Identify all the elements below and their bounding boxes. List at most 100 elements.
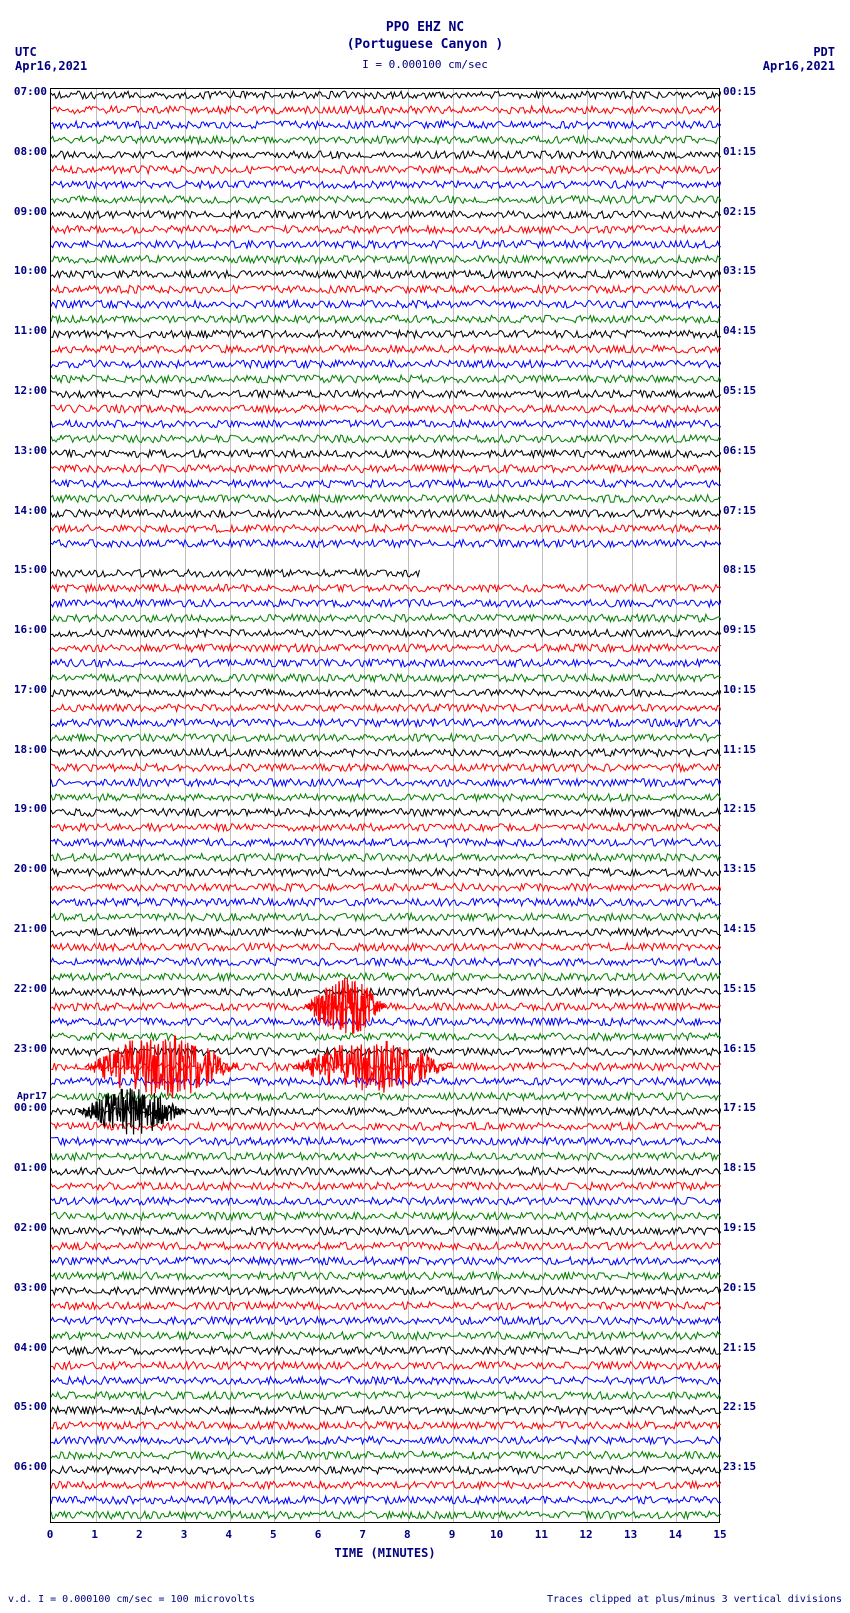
seismic-trace — [51, 1212, 721, 1220]
time-label-pdt: 21:15 — [723, 1341, 767, 1354]
seismic-trace — [51, 1437, 721, 1445]
seismic-trace — [51, 839, 721, 847]
seismic-trace — [51, 719, 721, 727]
seismic-trace — [51, 854, 721, 862]
seismic-trace — [51, 420, 721, 428]
time-label-utc: 16:00 — [3, 623, 47, 636]
seismic-trace — [51, 1362, 721, 1370]
time-label-utc: 04:00 — [3, 1341, 47, 1354]
seismic-trace — [51, 958, 721, 966]
x-axis-label: TIME (MINUTES) — [50, 1546, 720, 1560]
seismic-trace — [51, 435, 721, 443]
seismic-trace — [51, 824, 721, 832]
time-label-pdt: 01:15 — [723, 145, 767, 158]
seismic-event — [85, 1036, 239, 1099]
time-label-pdt: 20:15 — [723, 1281, 767, 1294]
trace-row: 08:0001:15 — [51, 151, 719, 161]
trace-row: 07:0000:15 — [51, 91, 719, 101]
seismic-trace — [51, 360, 721, 368]
time-label-pdt: 13:15 — [723, 862, 767, 875]
scale-note: I = 0.000100 cm/sec — [0, 58, 850, 72]
seismic-trace — [51, 241, 721, 249]
timezone-left: UTC Apr16,2021 — [15, 45, 87, 73]
seismic-trace — [51, 943, 721, 951]
seismogram-plot: 07:0000:15 08:0001:15 09:0002:15 10:0003:15… — [50, 88, 720, 1523]
tz-right-date: Apr16,2021 — [763, 59, 835, 73]
time-label-pdt: 05:15 — [723, 384, 767, 397]
x-tick: 0 — [47, 1528, 54, 1541]
day-break-label: Apr17 — [3, 1091, 47, 1102]
seismic-trace — [51, 1138, 721, 1146]
seismic-trace — [51, 226, 721, 234]
seismic-trace — [51, 973, 721, 981]
seismic-trace — [51, 286, 721, 294]
tz-left-date: Apr16,2021 — [15, 59, 87, 73]
seismic-trace — [51, 375, 721, 383]
time-label-pdt: 17:15 — [723, 1101, 767, 1114]
seismic-event — [306, 978, 386, 1034]
station-location: (Portuguese Canyon ) — [0, 37, 850, 54]
trace-row: 16:0009:15 — [51, 629, 719, 639]
x-tick: 13 — [624, 1528, 637, 1541]
trace-row: 09:0002:15 — [51, 211, 719, 221]
footer-right: Traces clipped at plus/minus 3 vertical … — [547, 1594, 842, 1605]
time-label-utc: 20:00 — [3, 862, 47, 875]
timezone-right: PDT Apr16,2021 — [763, 45, 835, 73]
seismic-trace — [51, 300, 721, 308]
seismic-trace — [51, 1496, 721, 1504]
seismic-trace — [51, 540, 721, 548]
trace-row: 13:0006:15 — [51, 450, 719, 460]
trace-row: 15:0008:15 — [51, 569, 719, 579]
time-label-utc: 05:00 — [3, 1400, 47, 1413]
time-label-utc: 17:00 — [3, 683, 47, 696]
seismic-trace — [51, 136, 721, 144]
seismic-trace — [51, 1392, 721, 1400]
seismic-trace — [51, 405, 721, 413]
trace-row: 10:0003:15 — [51, 270, 719, 280]
seismic-trace — [51, 181, 721, 189]
seismic-trace — [51, 599, 721, 607]
seismic-trace — [51, 121, 721, 129]
seismic-trace — [51, 644, 721, 652]
seismic-trace — [51, 345, 721, 353]
trace-row: 11:0004:15 — [51, 330, 719, 340]
seismic-trace — [51, 1257, 721, 1265]
trace-row: 20:0013:15 — [51, 868, 719, 878]
x-tick: 2 — [136, 1528, 143, 1541]
x-tick: 12 — [579, 1528, 592, 1541]
seismic-trace — [51, 1451, 721, 1459]
seismic-trace — [51, 883, 721, 891]
seismic-trace — [51, 1332, 721, 1340]
seismic-trace — [51, 1302, 721, 1310]
seismic-trace — [51, 1511, 721, 1519]
time-label-pdt: 12:15 — [723, 802, 767, 815]
time-label-pdt: 02:15 — [723, 205, 767, 218]
time-label-utc: 03:00 — [3, 1281, 47, 1294]
time-label-utc: 22:00 — [3, 982, 47, 995]
time-label-utc: 18:00 — [3, 743, 47, 756]
time-label-pdt: 03:15 — [723, 264, 767, 277]
time-label-utc: 14:00 — [3, 504, 47, 517]
seismic-trace — [51, 794, 721, 802]
traces-svg — [51, 89, 721, 1524]
station-code: PPO EHZ NC — [0, 20, 850, 37]
time-label-pdt: 18:15 — [723, 1161, 767, 1174]
time-label-pdt: 00:15 — [723, 85, 767, 98]
seismic-trace — [51, 1018, 721, 1026]
trace-row: 00:0017:15Apr17 — [51, 1107, 719, 1117]
time-label-pdt: 08:15 — [723, 563, 767, 576]
time-label-utc: 10:00 — [3, 264, 47, 277]
trace-row: 22:0015:15 — [51, 988, 719, 998]
tz-left-label: UTC — [15, 45, 87, 59]
time-label-utc: 01:00 — [3, 1161, 47, 1174]
seismic-trace — [51, 1033, 721, 1041]
x-tick: 5 — [270, 1528, 277, 1541]
tz-right-label: PDT — [763, 45, 835, 59]
x-tick: 6 — [315, 1528, 322, 1541]
seismic-trace — [51, 704, 721, 712]
time-label-pdt: 23:15 — [723, 1460, 767, 1473]
x-tick: 11 — [535, 1528, 548, 1541]
time-label-pdt: 22:15 — [723, 1400, 767, 1413]
time-label-pdt: 14:15 — [723, 922, 767, 935]
trace-row: 14:0007:15 — [51, 510, 719, 520]
